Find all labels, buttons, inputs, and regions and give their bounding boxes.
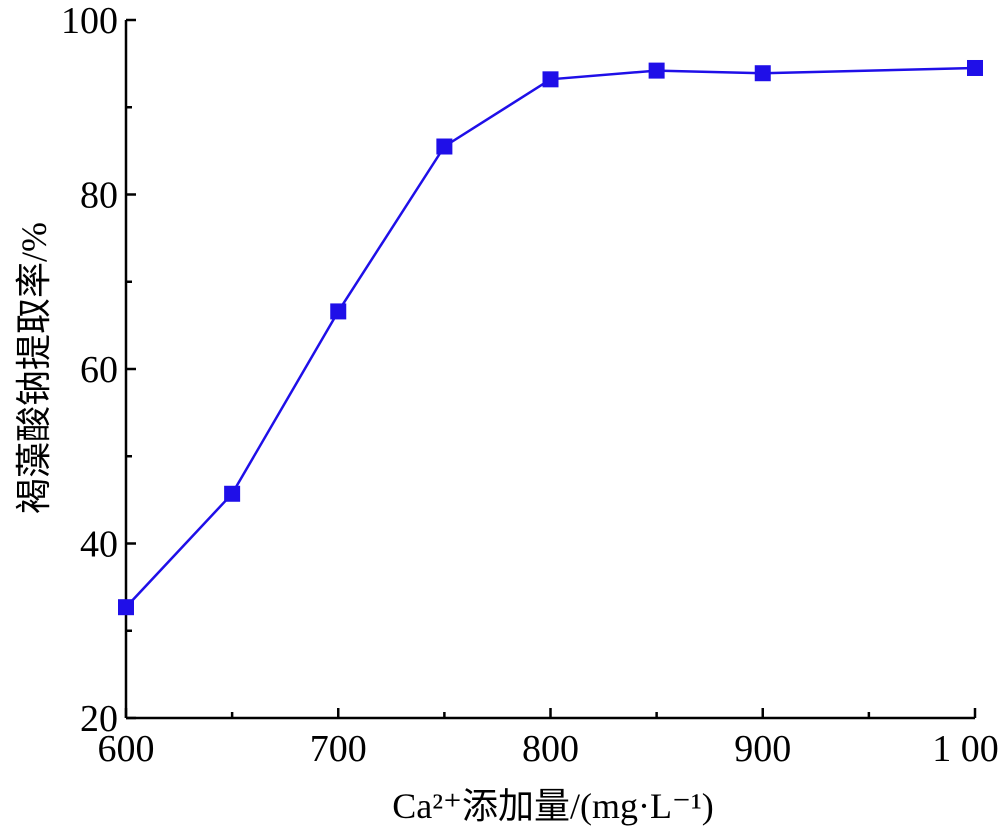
y-tick-label: 20 [80, 698, 118, 740]
x-tick-label: 800 [522, 728, 579, 770]
x-tick-label: 1 000 [932, 728, 1000, 770]
y-axis-ticks: 20 40 60 80 100 [61, 0, 136, 740]
data-point-marker [754, 65, 771, 82]
series-line [125, 66, 976, 609]
x-tick-label: 900 [734, 728, 791, 770]
y-tick-label: 100 [61, 0, 118, 42]
data-point-marker [224, 485, 241, 502]
axes [124, 20, 975, 720]
data-point-marker [542, 71, 559, 88]
x-tick-label: 600 [98, 728, 155, 770]
x-tick-label: 700 [310, 728, 367, 770]
data-point-marker [118, 599, 134, 616]
x-axis-title: Ca²⁺添加量/(mg·L⁻¹) [392, 786, 714, 826]
data-point-marker [648, 62, 665, 79]
y-tick-label: 60 [80, 349, 118, 391]
series-group [118, 59, 983, 616]
y-axis-title: 褐藻酸钠提取率/% [14, 222, 54, 514]
data-point-marker [436, 138, 453, 155]
data-point-marker [330, 303, 347, 320]
y-tick-label: 40 [80, 524, 118, 566]
x-axis-ticks: 600 700 800 900 1 000 [98, 708, 1000, 770]
data-point-marker [967, 59, 983, 76]
y-tick-label: 80 [80, 175, 118, 217]
